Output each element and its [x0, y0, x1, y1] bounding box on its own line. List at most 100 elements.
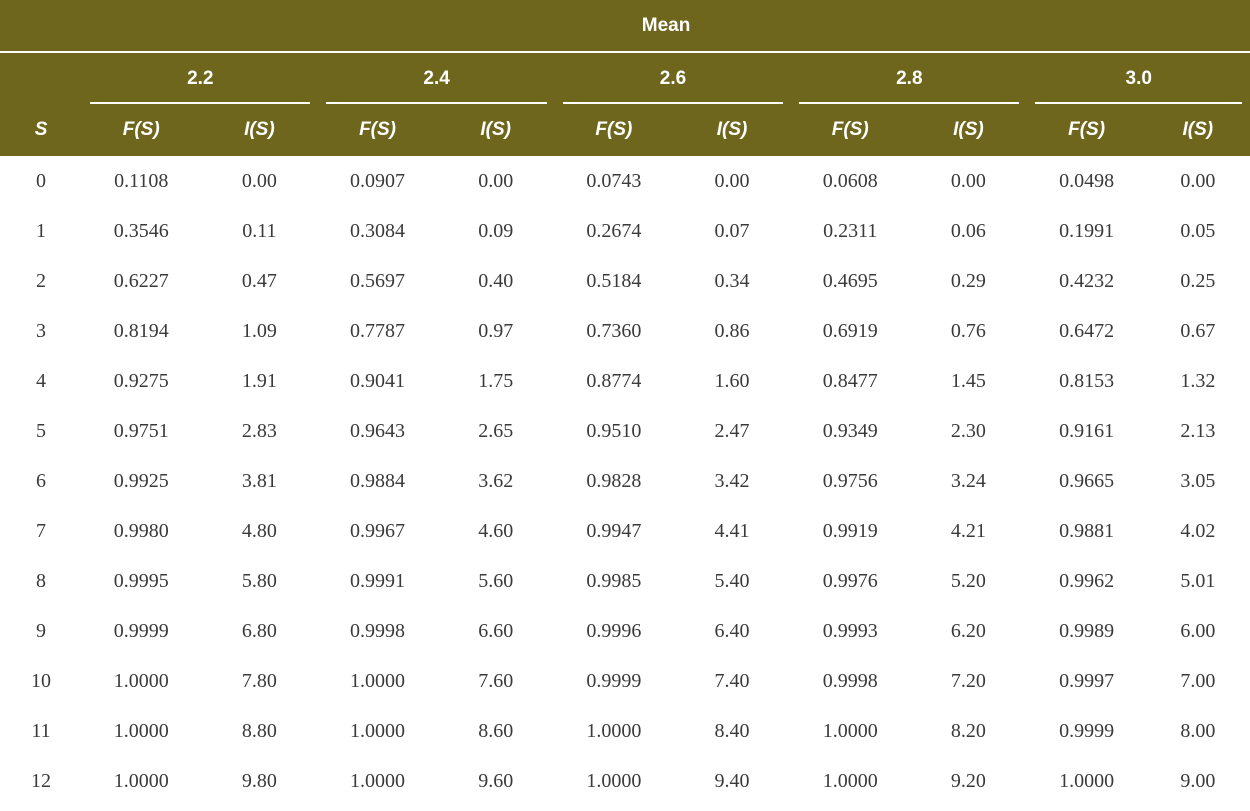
f-value: 0.3546 [113, 219, 169, 242]
f-value: 1.0000 [586, 769, 642, 792]
f-value: 0.9665 [1059, 469, 1115, 492]
f-value: 1.0000 [113, 769, 169, 792]
table-row: 7 0.9980 4.80 0.9967 4.60 0.9947 4.41 0.9919 4.2… [0, 506, 1250, 556]
f-value: 0.7787 [350, 319, 406, 342]
mean-value-header: 2.6 [554, 52, 792, 104]
column-header-i: I(S) [672, 104, 792, 156]
column-header-i: I(S) [909, 104, 1028, 156]
mean-label: Mean [82, 0, 1250, 53]
column-header-i: I(S) [200, 104, 319, 156]
i-value: 2.47 [714, 419, 750, 442]
i-value: 9.80 [241, 769, 277, 792]
f-value: 0.9881 [1059, 519, 1115, 542]
mean-value-header: 2.4 [318, 52, 555, 104]
s-value: 7 [36, 519, 47, 542]
f-value: 0.0498 [1059, 169, 1115, 192]
i-value: 0.00 [241, 169, 277, 192]
i-value: 4.60 [478, 519, 514, 542]
i-value: 4.80 [241, 519, 277, 542]
column-header-f: F(S) [1027, 104, 1146, 156]
column-header-f: F(S) [554, 104, 673, 156]
i-value: 1.60 [714, 369, 750, 392]
i-value: 0.34 [714, 269, 750, 292]
f-value: 0.9925 [113, 469, 169, 492]
f-value: 0.7360 [586, 319, 642, 342]
mean-value: 2.2 [187, 67, 214, 89]
header-corner-2 [0, 52, 83, 104]
s-value: 4 [36, 369, 47, 392]
f-value: 0.8153 [1059, 369, 1115, 392]
f-value: 0.4695 [822, 269, 878, 292]
f-value: 1.0000 [350, 719, 406, 742]
i-value: 9.00 [1180, 769, 1216, 792]
f-value: 0.9510 [586, 419, 642, 442]
f-value: 0.9349 [822, 419, 878, 442]
f-value: 0.9756 [822, 469, 878, 492]
f-value: 0.9995 [113, 569, 169, 592]
i-value: 1.45 [950, 369, 986, 392]
i-value: 0.25 [1180, 269, 1216, 292]
table-header: Mean 2.2 2.4 2.6 2.8 3.0 S F(S) I(S) F(S… [0, 0, 1250, 156]
i-value: 3.05 [1180, 469, 1216, 492]
f-value: 0.8194 [113, 319, 169, 342]
f-value: 0.0608 [822, 169, 878, 192]
i-value: 0.00 [478, 169, 514, 192]
f-value: 0.9993 [822, 619, 878, 642]
f-value: 0.9998 [350, 619, 406, 642]
i-value: 4.21 [950, 519, 986, 542]
table-row: 5 0.9751 2.83 0.9643 2.65 0.9510 2.47 0.9349 2.3… [0, 406, 1250, 456]
f-value: 0.9997 [1059, 669, 1115, 692]
i-value: 3.81 [241, 469, 277, 492]
f-value: 0.6919 [822, 319, 878, 342]
s-value: 2 [36, 269, 47, 292]
s-value: 10 [31, 669, 52, 692]
i-value: 0.09 [478, 219, 514, 242]
i-value: 9.20 [950, 769, 986, 792]
s-value: 6 [36, 469, 47, 492]
f-value: 0.9161 [1059, 419, 1115, 442]
i-value: 0.00 [950, 169, 986, 192]
i-value: 9.40 [714, 769, 750, 792]
mean-value-header: 3.0 [1027, 52, 1250, 104]
f-value: 0.2674 [586, 219, 642, 242]
table-row: 3 0.8194 1.09 0.7787 0.97 0.7360 0.86 0.6919 0.7… [0, 306, 1250, 356]
f-value: 0.0743 [586, 169, 642, 192]
f-value: 0.9041 [350, 369, 406, 392]
f-value: 1.0000 [822, 719, 878, 742]
i-value: 7.40 [714, 669, 750, 692]
f-value: 1.0000 [113, 719, 169, 742]
underline [1035, 102, 1242, 104]
table-row: 8 0.9995 5.80 0.9991 5.60 0.9985 5.40 0.9976 5.2… [0, 556, 1250, 606]
f-value: 0.0907 [350, 169, 406, 192]
table-row: 0 0.1108 0.00 0.0907 0.00 0.0743 0.00 0.0608 0.0… [0, 156, 1250, 206]
i-value: 0.06 [950, 219, 986, 242]
i-value: 5.01 [1180, 569, 1216, 592]
i-value: 3.24 [950, 469, 986, 492]
column-header-s: S [0, 104, 83, 156]
i-value: 6.60 [478, 619, 514, 642]
s-value: 1 [36, 219, 47, 242]
f-value: 0.9991 [350, 569, 406, 592]
i-value: 0.00 [1180, 169, 1216, 192]
column-header-f: F(S) [791, 104, 910, 156]
i-value: 6.80 [241, 619, 277, 642]
i-value: 8.60 [478, 719, 514, 742]
i-value: 8.00 [1180, 719, 1216, 742]
column-header-f: F(S) [82, 104, 201, 156]
i-value: 6.40 [714, 619, 750, 642]
i-value: 0.29 [950, 269, 986, 292]
mean-value-header: 2.2 [82, 52, 319, 104]
f-value: 0.8477 [822, 369, 878, 392]
i-value: 1.09 [241, 319, 277, 342]
table-body: 0 0.1108 0.00 0.0907 0.00 0.0743 0.00 0.0608 0.0… [0, 156, 1250, 806]
i-value: 8.80 [241, 719, 277, 742]
header-corner [0, 0, 83, 53]
f-value: 0.9999 [113, 619, 169, 642]
column-header-i: I(S) [436, 104, 555, 156]
i-value: 1.91 [241, 369, 277, 392]
i-value: 0.47 [241, 269, 277, 292]
s-value: 5 [36, 419, 47, 442]
f-value: 0.9996 [586, 619, 642, 642]
f-value: 0.9884 [350, 469, 406, 492]
mean-value: 2.4 [423, 67, 450, 89]
